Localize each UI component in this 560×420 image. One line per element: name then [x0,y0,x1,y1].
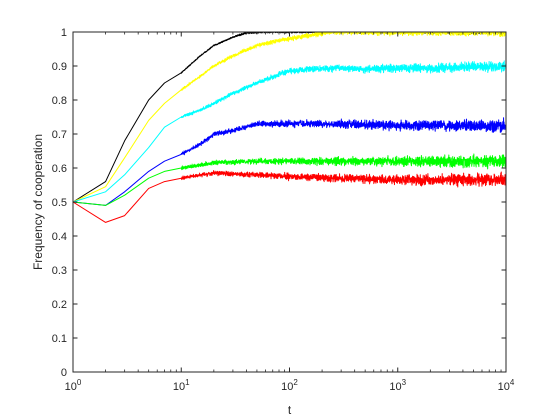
y-tick-label-2: 0.2 [52,299,67,311]
y-axis-label: Frequency of cooperation [31,134,45,270]
y-tick-label-7: 0.7 [52,129,67,141]
series-line-3 [72,60,507,203]
series-line-4 [72,117,507,206]
y-tick-label-10: 1 [61,27,67,39]
x-tick-label-1: 101 [173,378,190,393]
y-tick-label-5: 0.5 [52,197,67,209]
y-tick-label-9: 0.9 [52,61,67,73]
y-tick-label-4: 0.4 [52,231,67,243]
tick-layer: 100 101 102 103 104 0 0.1 0.2 0.3 0.4 0.5 0.6 0.7 0.8… [52,27,515,393]
y-tick-label-3: 0.3 [52,265,67,277]
x-tick-label-2: 102 [281,378,298,393]
y-tick-label-1: 0.1 [52,333,67,345]
plot-area [73,32,506,372]
x-tick-label-3: 103 [389,378,406,393]
x-tick-label-0: 100 [65,378,82,393]
x-axis-label: t [288,403,292,417]
y-tick-label-8: 0.8 [52,95,67,107]
series-line-5 [72,153,507,206]
x-tick-label-4: 104 [498,378,515,393]
y-tick-label-6: 0.6 [52,163,67,175]
series-line-6 [72,170,507,223]
y-tick-label-0: 0 [61,367,67,379]
